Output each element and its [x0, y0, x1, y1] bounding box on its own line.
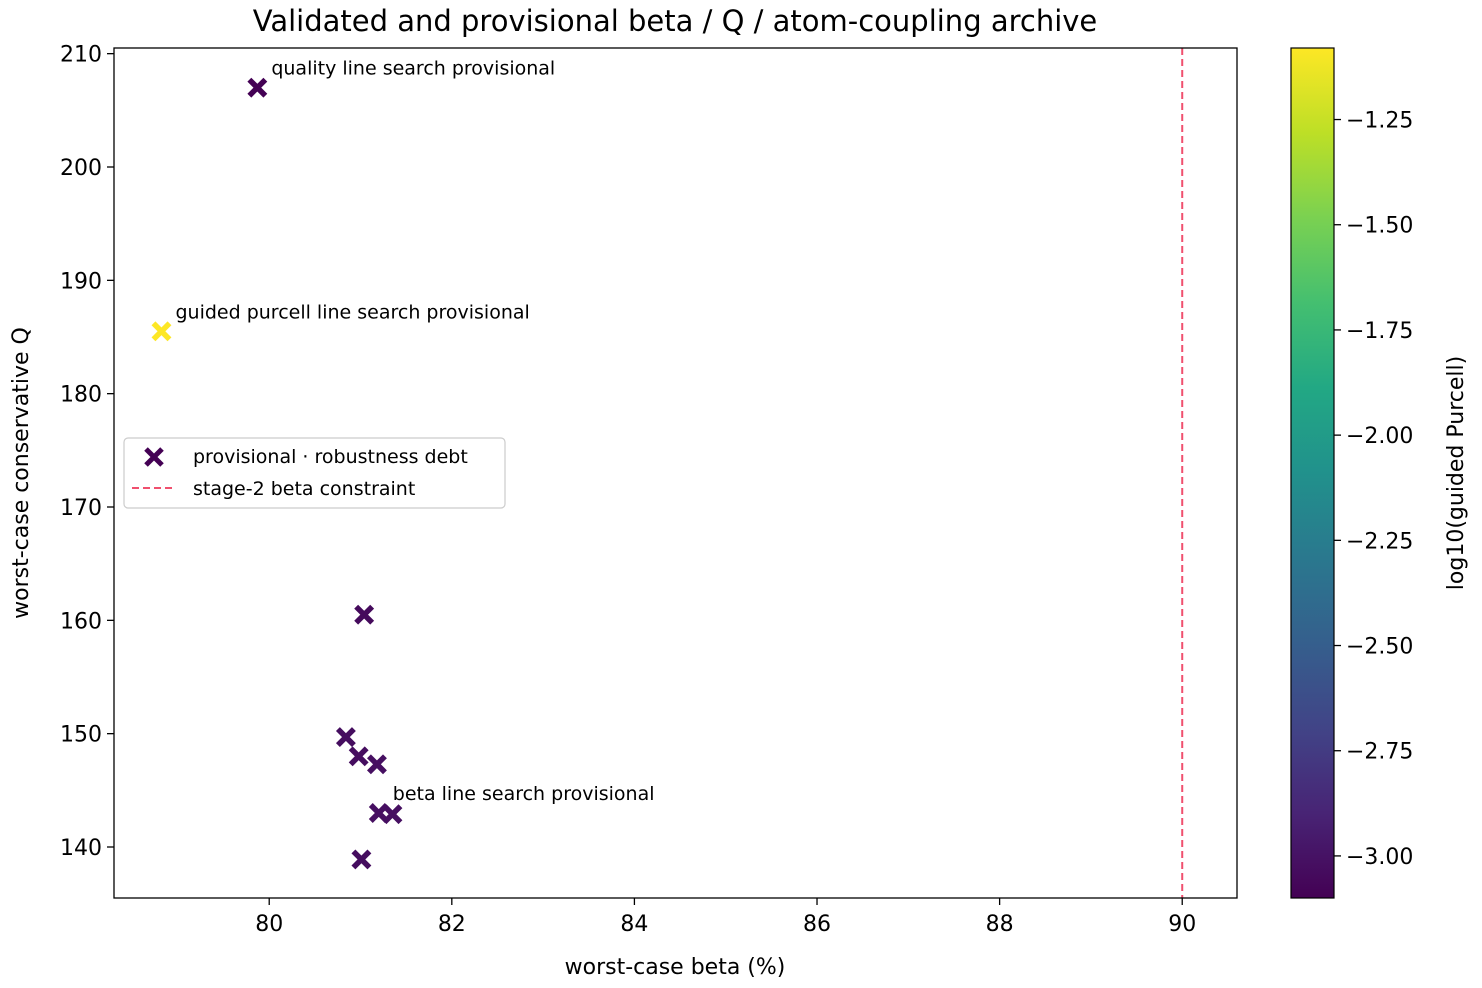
data-point	[335, 727, 356, 748]
y-axis-label: worst-case conservative Q	[9, 327, 34, 619]
legend-label-provisional: provisional · robustness debt	[193, 446, 468, 468]
x-tick-label: 82	[438, 912, 466, 937]
x-tick-label: 80	[255, 912, 283, 937]
y-tick-label: 140	[60, 836, 102, 861]
colorbar-tick-label: −1.50	[1346, 214, 1413, 239]
y-tick-label: 200	[60, 156, 102, 181]
y-tick-label: 170	[60, 496, 102, 521]
data-point	[351, 849, 372, 870]
data-point	[247, 77, 268, 98]
legend-frame	[123, 437, 506, 509]
colorbar-label: log10(guided Purcell)	[1444, 356, 1469, 590]
y-tick-label: 150	[60, 723, 102, 748]
data-point	[367, 754, 387, 775]
data-point	[354, 604, 375, 625]
colorbar-tick-label: −2.50	[1346, 635, 1413, 660]
data-point	[151, 321, 172, 342]
plot-frame	[113, 47, 1238, 899]
colorbar-tick-label: −2.00	[1346, 424, 1413, 449]
x-tick-label: 90	[1168, 912, 1196, 937]
x-tick-label: 88	[986, 912, 1014, 937]
colorbar-ticks: −3.00 −2.75 −2.50 −2.25 −2.00 −1.75 −1.50 −1.25	[1334, 109, 1413, 870]
x-tick-label: 84	[620, 912, 648, 937]
data-point	[368, 803, 389, 823]
colorbar-tick-label: −2.25	[1346, 529, 1413, 554]
point-annotation: guided purcell line search provisional	[175, 301, 529, 323]
data-point	[348, 746, 369, 767]
colorbar-tick-label: −1.25	[1346, 109, 1413, 134]
y-tick-label: 160	[60, 609, 102, 634]
colorbar-tick-label: −1.75	[1346, 319, 1413, 344]
point-annotation: beta line search provisional	[393, 783, 655, 805]
x-axis-label: worst-case beta (%)	[565, 955, 786, 980]
x-tick-label: 86	[803, 912, 831, 937]
y-axis-ticks: 140 150 160 170 180 190 200 210	[60, 43, 114, 861]
y-tick-label: 190	[60, 269, 102, 294]
annotation-layer: quality line search provisional guided pu…	[175, 58, 654, 805]
legend: provisional · robustness debt stage-2 be…	[123, 437, 506, 509]
y-tick-label: 180	[60, 383, 102, 408]
marker-layer	[151, 77, 403, 870]
colorbar-tick-label: −3.00	[1346, 845, 1413, 870]
legend-marker-provisional	[144, 447, 164, 467]
legend-label-constraint: stage-2 beta constraint	[193, 478, 415, 500]
chart-title: Validated and provisional beta / Q / ato…	[253, 4, 1098, 38]
colorbar	[1290, 47, 1335, 899]
x-axis-ticks: 80 82 84 86 88 90	[255, 898, 1196, 937]
point-annotation: quality line search provisional	[271, 58, 555, 80]
colorbar-tick-label: −2.75	[1346, 740, 1413, 765]
y-tick-label: 210	[60, 43, 102, 68]
